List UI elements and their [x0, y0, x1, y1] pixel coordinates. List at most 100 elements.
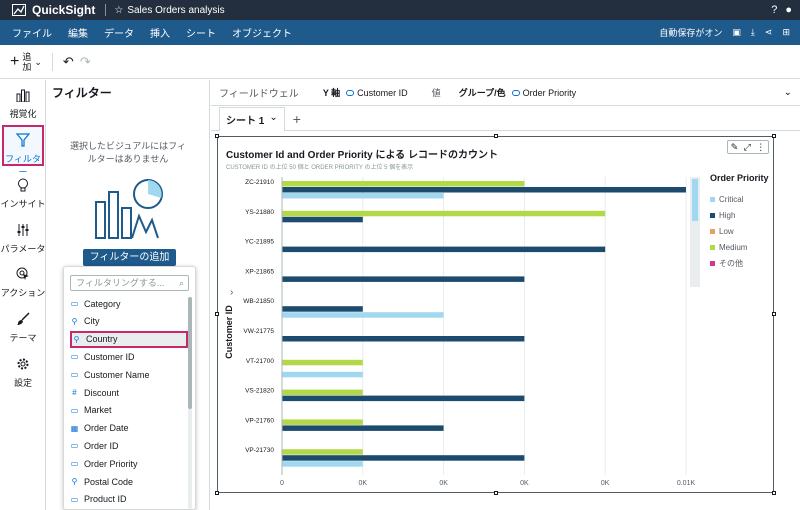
chevron-down-icon[interactable]: ⌄: [269, 111, 278, 123]
quicksight-logo[interactable]: QuickSight: [0, 3, 95, 17]
field-item-customer-id[interactable]: ▭ Customer ID: [70, 348, 188, 365]
nav-parameters[interactable]: パラメータ: [0, 223, 46, 255]
legend-item[interactable]: Low: [710, 223, 772, 239]
menu-object[interactable]: オブジェクト: [232, 29, 292, 40]
legend-item[interactable]: Critical: [710, 191, 772, 207]
bar-high[interactable]: [282, 276, 525, 282]
bar-medium[interactable]: [282, 419, 363, 425]
resize-handle[interactable]: [772, 134, 776, 138]
filter-illustration-icon: [95, 179, 163, 239]
nav-insights-label: インサイト: [0, 199, 46, 209]
bar-critical[interactable]: [282, 371, 363, 378]
chart-scrollbar[interactable]: [690, 177, 700, 287]
nav-themes[interactable]: テーマ: [0, 312, 46, 344]
legend-item[interactable]: その他: [710, 255, 772, 271]
resize-handle[interactable]: [215, 134, 219, 138]
bar-high[interactable]: [282, 425, 444, 431]
field-item-order-priority[interactable]: ▭ Order Priority: [70, 455, 188, 472]
field-item-market[interactable]: ▭ Market: [70, 402, 188, 419]
menu-sheet[interactable]: シート: [186, 29, 216, 40]
bar-high[interactable]: [282, 395, 525, 402]
resize-handle[interactable]: [772, 491, 776, 495]
field-item-label: Order ID: [84, 440, 119, 451]
bar-high[interactable]: [282, 455, 525, 461]
visual-card[interactable]: Customer Id and Order Priority による レコードの…: [215, 134, 776, 495]
bar-high[interactable]: [282, 187, 686, 193]
field-item-customer-name[interactable]: ▭ Customer Name: [70, 366, 188, 383]
y-axis-field[interactable]: Customer ID: [346, 88, 408, 98]
field-item-label: Category: [84, 298, 121, 309]
export-icon[interactable]: ⤓: [750, 27, 755, 37]
field-item-product-id[interactable]: ▭ Product ID: [70, 491, 188, 508]
field-item-city[interactable]: ⚲ City: [70, 313, 188, 330]
analysis-title[interactable]: ☆ Sales Orders analysis: [114, 5, 224, 16]
app-name: QuickSight: [32, 3, 96, 17]
menu-data[interactable]: データ: [104, 29, 134, 40]
menu-edit[interactable]: 編集: [68, 29, 88, 40]
star-icon[interactable]: ☆: [114, 4, 124, 16]
add-filter-button[interactable]: フィルターの追加: [83, 249, 176, 266]
publish-icon[interactable]: ⊞: [782, 27, 790, 37]
visual-subtitle: CUSTOMER ID の上位 50 個と ORDER PRIORITY の上位…: [226, 165, 414, 171]
user-icon[interactable]: ●: [785, 4, 792, 16]
bar-medium[interactable]: [282, 389, 363, 396]
bar-medium[interactable]: [282, 181, 525, 187]
field-item-postal-code[interactable]: ⚲ Postal Code: [70, 473, 188, 490]
legend-item[interactable]: Medium: [710, 239, 772, 255]
resize-handle[interactable]: [215, 312, 219, 316]
bar-medium[interactable]: [282, 210, 606, 217]
nav-filter[interactable]: フィルター: [2, 125, 44, 177]
bar-medium[interactable]: [282, 359, 363, 366]
visual-title[interactable]: Customer Id and Order Priority による レコードの…: [226, 150, 498, 161]
edit-icon[interactable]: ✎: [730, 141, 739, 152]
resize-handle[interactable]: [494, 134, 498, 138]
redo-icon[interactable]: ↷: [79, 53, 91, 69]
menu-file[interactable]: ファイル: [12, 29, 52, 40]
field-item-label: City: [84, 316, 100, 327]
field-well-label[interactable]: フィールドウェル: [219, 89, 299, 100]
scrollbar-thumb[interactable]: [188, 297, 192, 409]
save-icon[interactable]: ▣: [732, 27, 741, 37]
legend-item[interactable]: High: [710, 207, 772, 223]
nav-visualize[interactable]: 視覚化: [0, 88, 46, 120]
resize-handle[interactable]: [772, 312, 776, 316]
bar-critical[interactable]: [282, 461, 363, 467]
group-field[interactable]: Order Priority: [511, 88, 576, 98]
chevron-down-icon[interactable]: ⌄: [783, 87, 792, 98]
y-tick-label: VP-21760: [245, 417, 274, 424]
bar-high[interactable]: [282, 216, 363, 223]
bar-medium[interactable]: [282, 449, 363, 455]
field-item-discount[interactable]: # Discount: [70, 384, 188, 401]
undo-icon[interactable]: ↶: [62, 53, 74, 69]
add-sheet-icon[interactable]: +: [292, 110, 301, 127]
resize-handle[interactable]: [215, 491, 219, 495]
dropdown-scrollbar[interactable]: [188, 297, 192, 509]
bar-chart-icon: [0, 88, 46, 105]
share-icon[interactable]: ⋖: [764, 27, 773, 37]
add-button[interactable]: + 追 加 ⌄: [10, 52, 42, 72]
bar-critical[interactable]: [282, 312, 444, 318]
bar-high[interactable]: [282, 246, 606, 253]
field-item-order-date[interactable]: ▦ Order Date: [70, 420, 188, 437]
resize-handle[interactable]: [494, 491, 498, 495]
value-key[interactable]: 値: [431, 88, 441, 98]
autosave-status[interactable]: 自動保存がオン: [659, 28, 723, 38]
menu-insert[interactable]: 挿入: [150, 29, 170, 40]
field-item-category[interactable]: ▭ Category: [70, 295, 188, 312]
help-icon[interactable]: ?: [771, 4, 778, 16]
chevron-right-icon[interactable]: ›: [230, 287, 234, 298]
field-search-input[interactable]: フィルタリングする... ⌕: [70, 275, 189, 291]
bar-high[interactable]: [282, 306, 363, 312]
expand-icon[interactable]: ⤢: [743, 141, 751, 152]
x-tick-label: 0K: [359, 480, 368, 487]
bar-high[interactable]: [282, 336, 525, 342]
tab-sheet-1[interactable]: シート 1 ⌄: [219, 106, 285, 131]
field-item-order-id[interactable]: ▭ Order ID: [70, 437, 188, 454]
bar-critical[interactable]: [282, 193, 444, 199]
nav-actions[interactable]: アクション: [0, 267, 46, 299]
nav-insights[interactable]: インサイト: [0, 178, 46, 210]
field-item-country[interactable]: ⚲ Country: [70, 330, 188, 348]
chart-scrollbar-thumb[interactable]: [692, 179, 698, 221]
nav-settings[interactable]: 設定: [0, 357, 46, 389]
more-options-icon[interactable]: ⋮: [756, 141, 766, 152]
